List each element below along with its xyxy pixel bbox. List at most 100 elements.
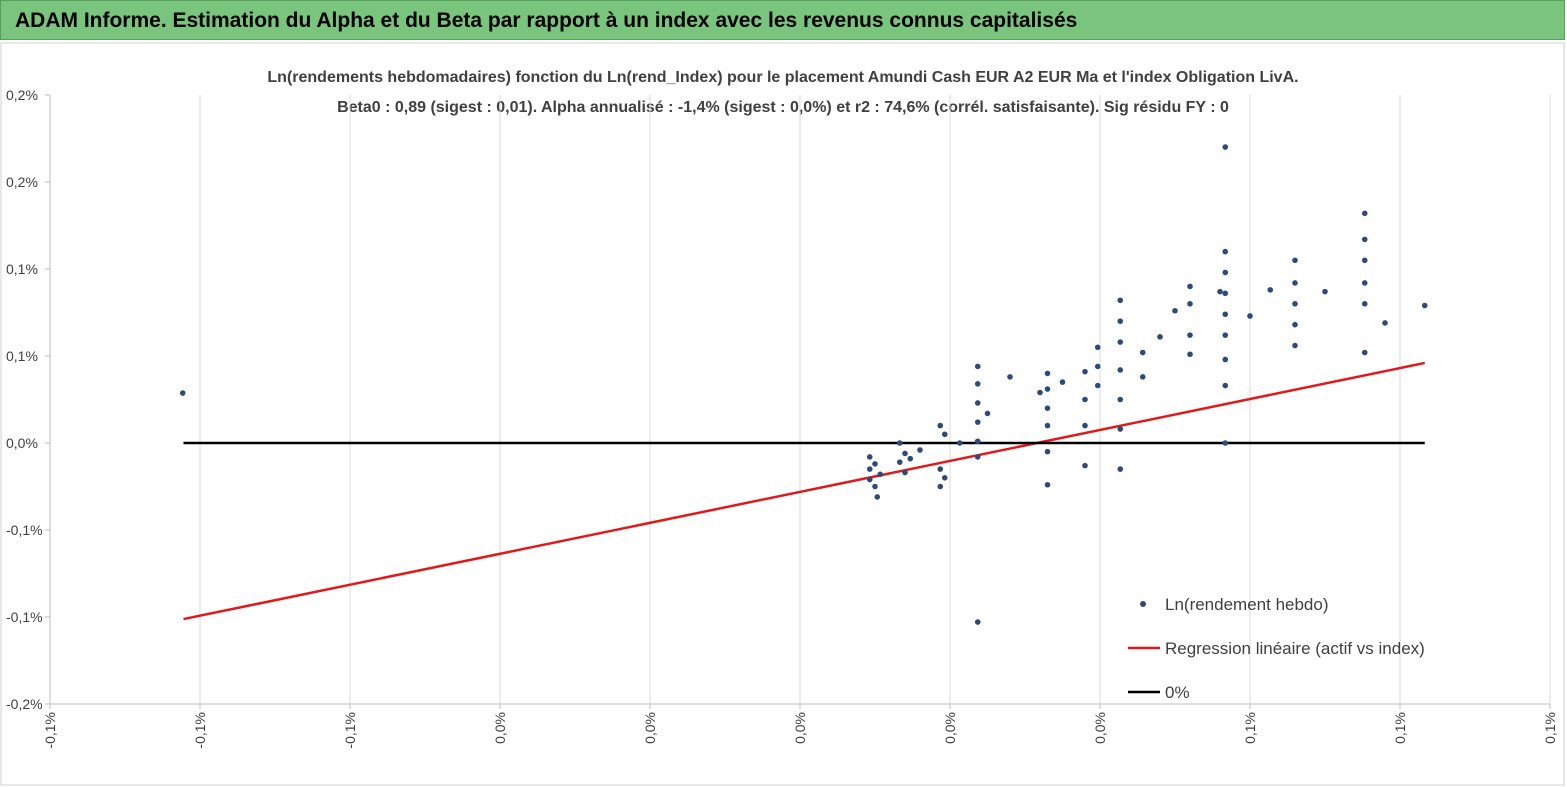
point [1222,248,1229,255]
point [1222,290,1229,297]
point [1117,318,1124,325]
point [1082,368,1088,375]
point [1157,334,1163,340]
point [866,454,873,460]
point [1361,236,1368,243]
x-tick-label: -0,1% [342,712,358,749]
point [941,431,948,438]
point [1217,288,1223,295]
x-tick-label: 0,0% [942,712,958,744]
line [183,361,1426,621]
point [1421,302,1428,309]
x-tick-label: 0,1% [1542,712,1558,744]
point [1139,349,1146,356]
point [1037,389,1043,396]
point [1222,269,1229,276]
x-tick-label: 0,0% [792,712,808,744]
point [937,483,944,490]
point [956,440,963,446]
point [974,363,981,370]
point [1292,301,1298,307]
point [1094,382,1101,389]
point [1082,422,1088,429]
point [1117,396,1124,403]
point [1082,396,1088,403]
point [1094,363,1101,370]
point [1361,301,1368,307]
point [1044,386,1051,392]
point [874,494,881,500]
point [1187,351,1193,358]
y-tick-label: -0,2% [6,696,43,712]
y-tick-label: 0,2% [6,174,38,190]
chart-frame [0,42,1565,786]
point [179,390,186,396]
point [1267,287,1274,293]
legend-label: Ln(rendement hebdo) [1165,595,1329,614]
point [974,438,981,445]
x-tick-label: 0,0% [642,712,658,744]
point [1094,344,1101,351]
point [872,461,878,467]
point [1044,448,1051,455]
point [1222,332,1229,338]
point [1222,356,1229,363]
point [1222,311,1229,318]
point [896,459,903,465]
point [984,410,991,417]
point [1117,339,1124,345]
point [1187,332,1193,338]
legend-label: Regression linéaire (actif vs index) [1165,639,1425,658]
point [1187,283,1193,290]
point [1361,280,1368,286]
point [1292,321,1298,328]
point [907,455,914,462]
y-tick-label: 0,1% [6,261,38,277]
point [974,419,981,425]
point [1059,379,1066,385]
x-tick-label: 0,1% [1242,712,1258,744]
point [1082,462,1088,469]
point [896,440,903,446]
point [1044,481,1051,488]
point [1222,382,1229,389]
point [1247,313,1253,319]
point [937,466,944,472]
point [1292,342,1298,349]
point [1117,426,1124,432]
point [872,483,878,490]
point [1117,466,1124,472]
point [1292,257,1298,264]
x-tick-label: -0,1% [42,712,58,749]
point [974,400,981,406]
x-tick-label: 0,0% [492,712,508,744]
point [866,476,873,483]
point [1187,301,1193,307]
point [902,469,908,476]
point [974,454,981,460]
point [941,475,948,481]
legend-marker [1140,601,1146,607]
point [1117,367,1124,373]
y-tick-label: -0,1% [6,522,43,538]
point [902,450,908,457]
point [974,381,981,387]
y-tick-label: 0,2% [6,87,38,103]
y-tick-label: 0,0% [6,435,38,451]
point [1044,370,1051,377]
point [1361,257,1368,264]
chart-subtitle: Beta0 : 0,89 (sigest : 0,01). Alpha annu… [337,99,1229,116]
point [1292,280,1298,286]
point [1139,374,1146,380]
point [1361,349,1368,356]
point [877,471,884,478]
chart-title: Ln(rendements hebdomadaires) fonction du… [267,69,1298,86]
header-title: ADAM Informe. Estimation du Alpha et du … [0,0,1565,40]
point [1361,210,1368,217]
point [1322,288,1328,295]
point [1172,307,1178,314]
chart: Ln(rendements hebdomadaires) fonction du… [0,42,1565,786]
point [917,447,923,453]
point [974,619,981,625]
